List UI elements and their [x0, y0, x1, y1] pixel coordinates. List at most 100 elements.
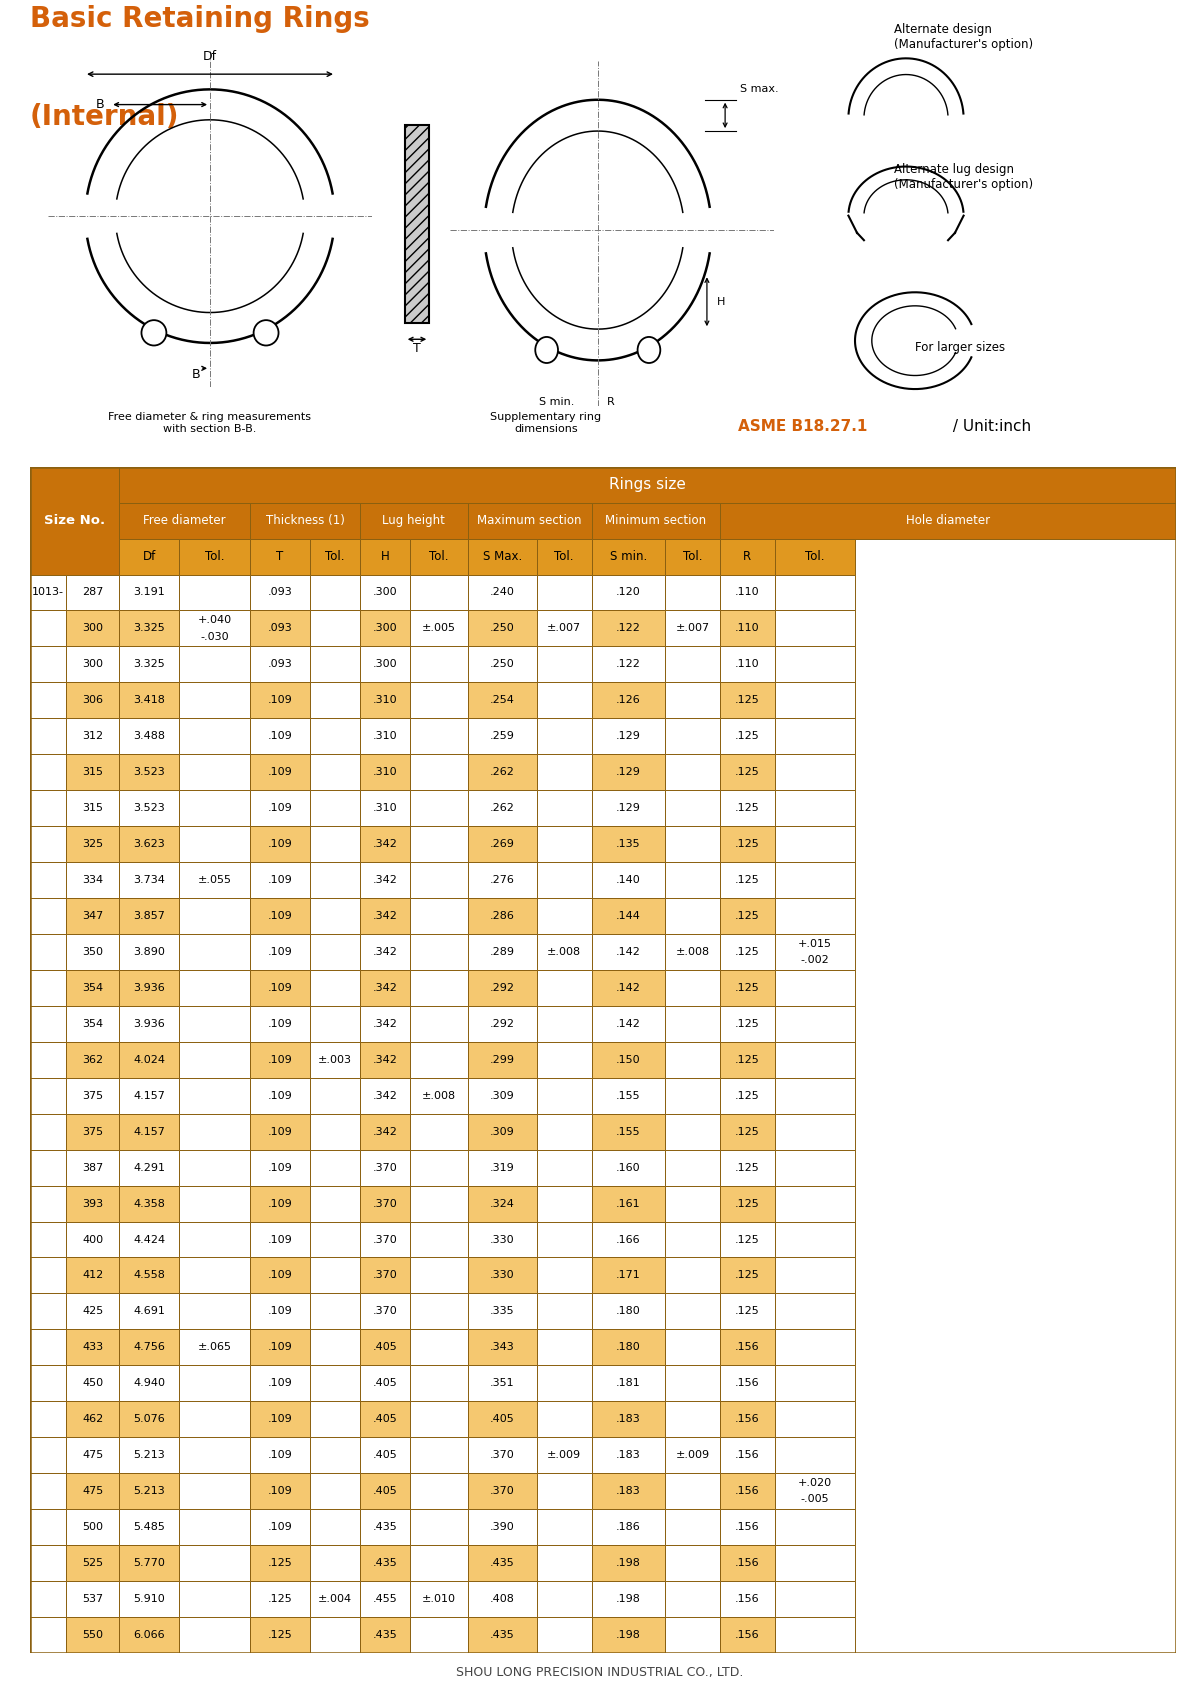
Text: .125: .125 [736, 947, 760, 957]
Text: .150: .150 [616, 1056, 641, 1064]
Text: .160: .160 [616, 1162, 641, 1173]
Bar [665, 1366, 720, 1402]
Bar [775, 682, 856, 718]
Bar [720, 682, 775, 718]
Text: .289: .289 [490, 947, 515, 957]
Text: S min.: S min. [610, 550, 647, 563]
Bar [665, 538, 720, 575]
Bar [30, 467, 119, 575]
Circle shape [535, 338, 558, 363]
Bar [720, 538, 775, 575]
Text: 312: 312 [82, 731, 103, 742]
Bar [30, 1366, 66, 1402]
Text: .250: .250 [490, 660, 515, 669]
Bar [66, 1078, 119, 1113]
Text: ±.008: ±.008 [422, 1091, 456, 1101]
Bar [410, 898, 468, 933]
Text: .342: .342 [373, 1018, 397, 1028]
Bar [775, 1366, 856, 1402]
Text: .109: .109 [268, 1414, 293, 1424]
Bar [592, 1222, 665, 1257]
Bar [720, 1113, 775, 1149]
Bar [468, 647, 536, 682]
Bar [310, 1293, 360, 1329]
Text: .435: .435 [490, 1629, 515, 1639]
Bar [536, 1402, 592, 1437]
Bar [250, 718, 310, 753]
Text: .109: .109 [268, 876, 293, 886]
Bar [179, 647, 250, 682]
Text: Tol.: Tol. [430, 550, 449, 563]
Text: .309: .309 [490, 1127, 515, 1137]
Bar [410, 538, 468, 575]
Text: Rings size: Rings size [610, 477, 686, 492]
Text: ±.010: ±.010 [422, 1593, 456, 1604]
Bar [720, 718, 775, 753]
Bar [179, 1617, 250, 1653]
Bar [310, 1113, 360, 1149]
Bar [665, 1078, 720, 1113]
Bar [310, 753, 360, 791]
Text: .370: .370 [490, 1451, 515, 1459]
Bar [30, 1437, 66, 1473]
Text: .343: .343 [490, 1342, 515, 1353]
Bar [536, 718, 592, 753]
Bar [720, 1006, 775, 1042]
Bar [775, 647, 856, 682]
Bar [665, 1042, 720, 1078]
Bar [592, 862, 665, 898]
Bar [410, 1042, 468, 1078]
Bar [468, 538, 536, 575]
Text: .093: .093 [268, 587, 293, 597]
Bar [665, 1402, 720, 1437]
Bar [592, 682, 665, 718]
Bar [592, 1617, 665, 1653]
Text: .183: .183 [616, 1451, 641, 1459]
Bar [119, 1078, 179, 1113]
Bar [468, 971, 536, 1006]
Text: .109: .109 [268, 1127, 293, 1137]
Text: Maximum section: Maximum section [478, 514, 582, 528]
Text: .109: .109 [268, 1378, 293, 1388]
Bar [179, 682, 250, 718]
Bar [66, 1329, 119, 1366]
Bar [30, 1222, 66, 1257]
Bar [310, 1402, 360, 1437]
Bar [250, 1366, 310, 1402]
Bar [536, 1113, 592, 1149]
Text: B: B [192, 368, 200, 382]
Bar [250, 826, 310, 862]
Bar [536, 1473, 592, 1509]
Text: .405: .405 [373, 1451, 397, 1459]
Bar [536, 1366, 592, 1402]
Text: .405: .405 [373, 1342, 397, 1353]
Text: .156: .156 [736, 1342, 760, 1353]
Bar [468, 791, 536, 826]
Bar [310, 898, 360, 933]
Bar [66, 1437, 119, 1473]
Bar [592, 575, 665, 611]
Bar [250, 1078, 310, 1113]
Bar [30, 971, 66, 1006]
Bar [310, 1078, 360, 1113]
Bar [30, 933, 66, 971]
Bar [720, 1186, 775, 1222]
Bar [30, 1582, 66, 1617]
Bar [468, 718, 536, 753]
Text: .183: .183 [616, 1487, 641, 1497]
Bar [592, 971, 665, 1006]
Bar [468, 1293, 536, 1329]
Bar [720, 1366, 775, 1402]
Text: ±.055: ±.055 [198, 876, 232, 886]
Circle shape [637, 338, 660, 363]
Bar [410, 971, 468, 1006]
Bar [468, 1042, 536, 1078]
Bar [30, 1078, 66, 1113]
Bar [179, 1257, 250, 1293]
Bar [360, 682, 410, 718]
Bar [665, 862, 720, 898]
Bar [310, 1544, 360, 1582]
Text: ±.008: ±.008 [676, 947, 709, 957]
Text: 3.936: 3.936 [133, 1018, 166, 1028]
Bar [119, 1222, 179, 1257]
